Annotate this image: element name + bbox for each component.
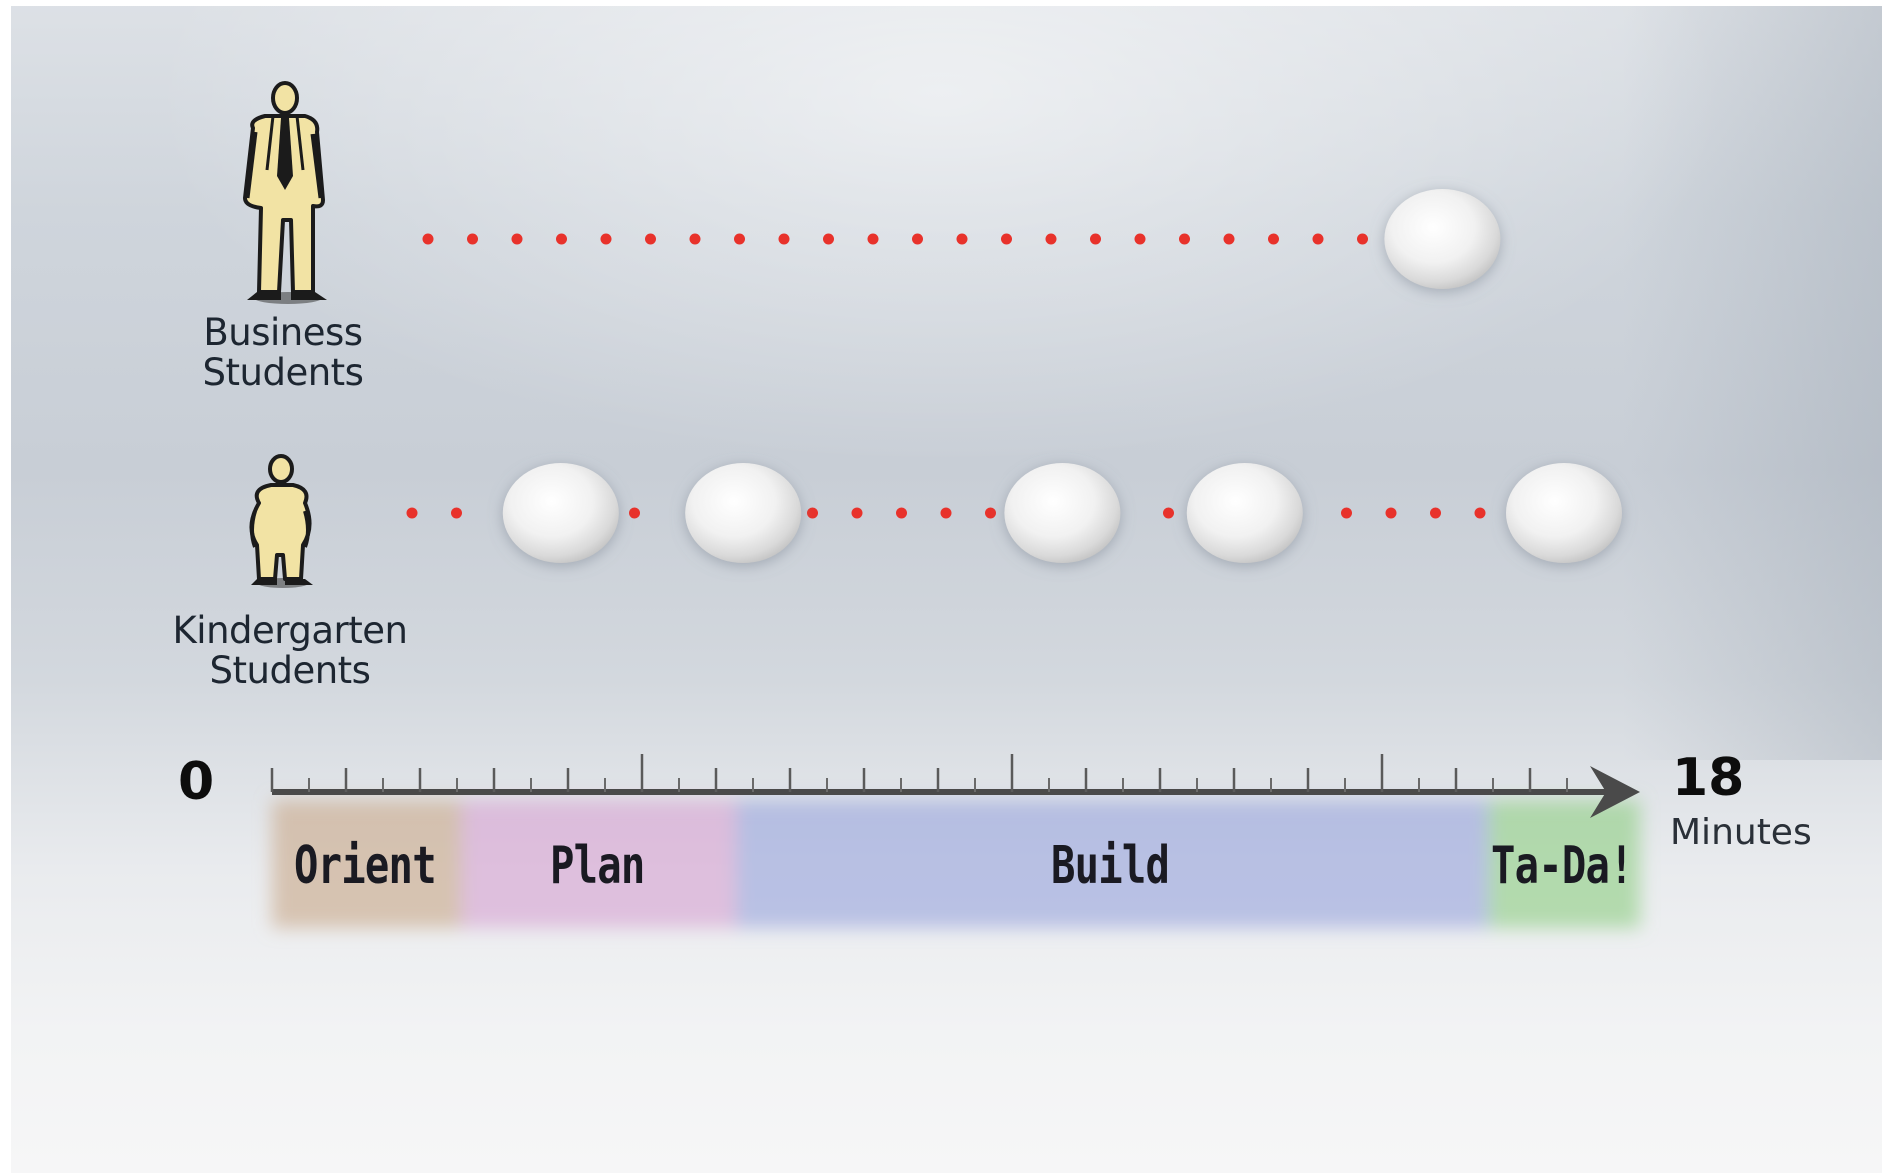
kindergarten-students-label: Kindergarten Students bbox=[140, 611, 440, 691]
timeline-dot bbox=[1341, 507, 1352, 519]
axis-ticks bbox=[270, 754, 1568, 792]
attempt-marker bbox=[1506, 463, 1622, 563]
time-axis bbox=[270, 754, 1640, 818]
timeline-dot bbox=[451, 507, 462, 519]
timeline-dot bbox=[1357, 233, 1368, 245]
timeline-dot bbox=[778, 233, 790, 245]
timeline-dot bbox=[1430, 507, 1441, 519]
timeline-dot bbox=[985, 507, 996, 519]
timeline-dot bbox=[912, 233, 923, 245]
timeline-dot bbox=[1001, 233, 1012, 245]
timeline-dot bbox=[1090, 233, 1101, 245]
business-label-line1: Business bbox=[203, 311, 363, 354]
timeline-dot bbox=[734, 233, 745, 245]
phase-band-orient bbox=[272, 800, 462, 928]
timeline-dot bbox=[422, 233, 434, 245]
background-shade bbox=[1622, 0, 1882, 760]
timeline-dot bbox=[940, 507, 952, 519]
kindergarten-label-line2: Students bbox=[209, 649, 371, 692]
timeline-dot bbox=[896, 507, 907, 519]
timeline-dot bbox=[511, 233, 523, 245]
phase-label-build: Build bbox=[1051, 836, 1170, 896]
timeline-dot bbox=[956, 233, 968, 245]
timeline-dot bbox=[1045, 233, 1057, 245]
timeline-dot bbox=[1385, 507, 1397, 519]
axis-arrowhead bbox=[1590, 766, 1640, 818]
phase-band-tada bbox=[1488, 800, 1640, 928]
phase-label-tada: Ta-Da! bbox=[1491, 836, 1634, 896]
phase-band-group bbox=[272, 800, 1640, 928]
timeline-dot bbox=[556, 233, 567, 245]
timeline-dot bbox=[467, 233, 478, 245]
attempt-marker bbox=[502, 463, 619, 563]
top-border bbox=[0, 0, 1882, 6]
business-label-line2: Students bbox=[202, 351, 364, 394]
timeline-dot bbox=[1134, 233, 1146, 245]
business-students-label: Business Students bbox=[168, 313, 398, 393]
timeline-dot bbox=[867, 233, 879, 245]
timeline-dot bbox=[1312, 233, 1324, 245]
timeline-dot bbox=[1179, 233, 1190, 245]
timeline-dot bbox=[807, 507, 818, 519]
axis-start-label: 0 bbox=[178, 752, 215, 812]
business-attempts-row bbox=[422, 189, 1501, 289]
phase-label-plan: Plan bbox=[550, 836, 646, 896]
attempt-marker bbox=[1004, 463, 1121, 563]
attempt-marker bbox=[685, 463, 802, 563]
timeline-dot bbox=[600, 233, 612, 245]
timeline-dot bbox=[1474, 507, 1486, 519]
timeline-dot bbox=[1223, 233, 1235, 245]
timeline-dot bbox=[851, 507, 863, 519]
phase-band-build bbox=[735, 800, 1488, 928]
timeline-dot bbox=[689, 233, 701, 245]
timeline-dot bbox=[406, 507, 418, 519]
kindergarten-attempts-row bbox=[406, 463, 1622, 563]
kindergarten-label-line1: Kindergarten bbox=[172, 609, 408, 652]
timeline-dot bbox=[1268, 233, 1279, 245]
timeline-dot bbox=[823, 233, 834, 245]
phase-label-orient: Orient bbox=[294, 836, 437, 896]
kindergarten-student-figure bbox=[249, 454, 313, 588]
axis-end-label: 18 bbox=[1672, 748, 1745, 808]
left-border bbox=[0, 0, 11, 1173]
timeline-dot bbox=[629, 507, 640, 519]
phase-band-plan bbox=[462, 800, 736, 928]
attempt-marker bbox=[1384, 189, 1501, 289]
business-student-figure bbox=[243, 81, 327, 304]
timeline-dot bbox=[645, 233, 656, 245]
axis-unit-label: Minutes bbox=[1670, 812, 1812, 853]
attempt-marker bbox=[1186, 463, 1303, 563]
timeline-dot bbox=[1163, 507, 1174, 519]
